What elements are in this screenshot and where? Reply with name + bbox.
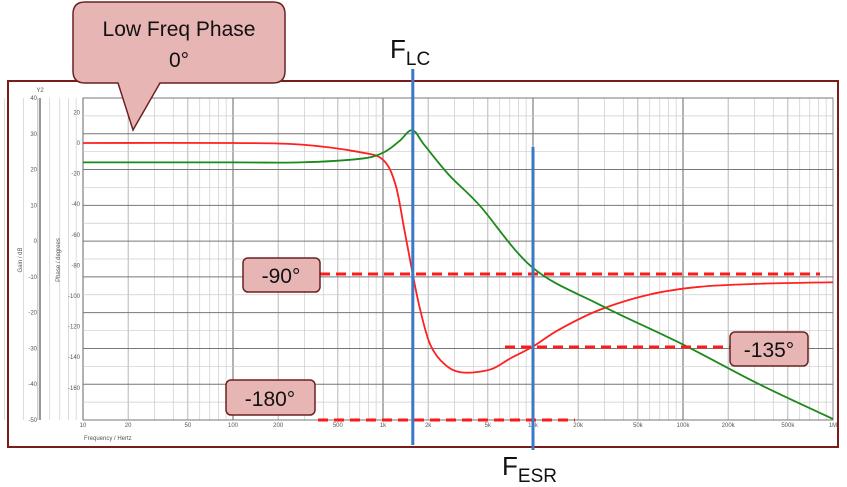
level-90-label: -90° — [262, 265, 301, 288]
x-tick-label: 200 — [273, 423, 284, 429]
x-tick-label: 500k — [781, 423, 795, 429]
x-axis-label: Frequency / Hertz — [84, 436, 132, 442]
phase-curve — [82, 141, 834, 374]
phase-tick-label: -20 — [71, 172, 80, 178]
y2-label: Y2 — [36, 88, 44, 94]
level-90-box — [242, 257, 321, 293]
gain-tick-label: 20 — [30, 168, 37, 174]
x-tick-label: 100 — [228, 423, 239, 429]
gain-tick-label: 10 — [30, 203, 37, 209]
flc-label: FLC — [390, 34, 430, 70]
gain-tick-label: 0 — [34, 239, 38, 245]
x-tick-label: 200k — [722, 423, 736, 429]
x-tick-label: 50k — [633, 423, 644, 429]
phase-tick-label: -120 — [68, 325, 81, 331]
phase-axis-label: Phase / degrees — [56, 238, 62, 282]
x-tick-label: 1M — [829, 423, 837, 429]
gain-tick-label: 40 — [30, 96, 37, 102]
gain-tick-label: -30 — [28, 346, 37, 352]
phase-tick-label: -60 — [71, 233, 80, 239]
level-180-box — [225, 379, 316, 416]
phase-tick-label: -40 — [71, 202, 80, 208]
fesr-label: FESR — [502, 451, 557, 487]
level-135-label: -135° — [744, 339, 794, 362]
callout-line1: Low Freq Phase — [103, 18, 256, 41]
grid — [4, 97, 834, 421]
x-tick-label: 100k — [676, 423, 690, 429]
x-tick-label: 10 — [80, 423, 87, 429]
x-tick-label: 2k — [425, 423, 432, 429]
gain-tick-label: 30 — [30, 132, 37, 138]
x-tick-label: 500 — [333, 423, 344, 429]
phase-tick-label: -160 — [68, 386, 81, 392]
phase-tick-label: -100 — [68, 294, 81, 300]
phase-tick-label: -140 — [68, 355, 81, 361]
curves — [82, 129, 834, 420]
gain-tick-label: -20 — [28, 311, 37, 317]
level-135-box — [729, 331, 809, 367]
x-tick-label: 20 — [125, 423, 132, 429]
x-tick-label: 50 — [185, 423, 192, 429]
gain-curve — [82, 129, 834, 420]
gain-tick-label: -10 — [28, 275, 37, 281]
callout-line2: 0° — [169, 49, 189, 72]
level-180-label: -180° — [245, 388, 295, 411]
gain-tick-label: -40 — [28, 382, 37, 388]
x-tick-label: 1k — [380, 423, 387, 429]
phase-tick-label: 0 — [77, 141, 81, 147]
low-freq-callout — [72, 1, 286, 132]
gain-axis-label: Gain / dB — [18, 247, 24, 272]
gain-tick-label: -50 — [28, 418, 37, 424]
phase-tick-label: 20 — [73, 110, 80, 116]
x-tick-label: 20k — [573, 423, 584, 429]
x-tick-label: 5k — [485, 423, 492, 429]
phase-tick-label: -80 — [71, 263, 80, 269]
